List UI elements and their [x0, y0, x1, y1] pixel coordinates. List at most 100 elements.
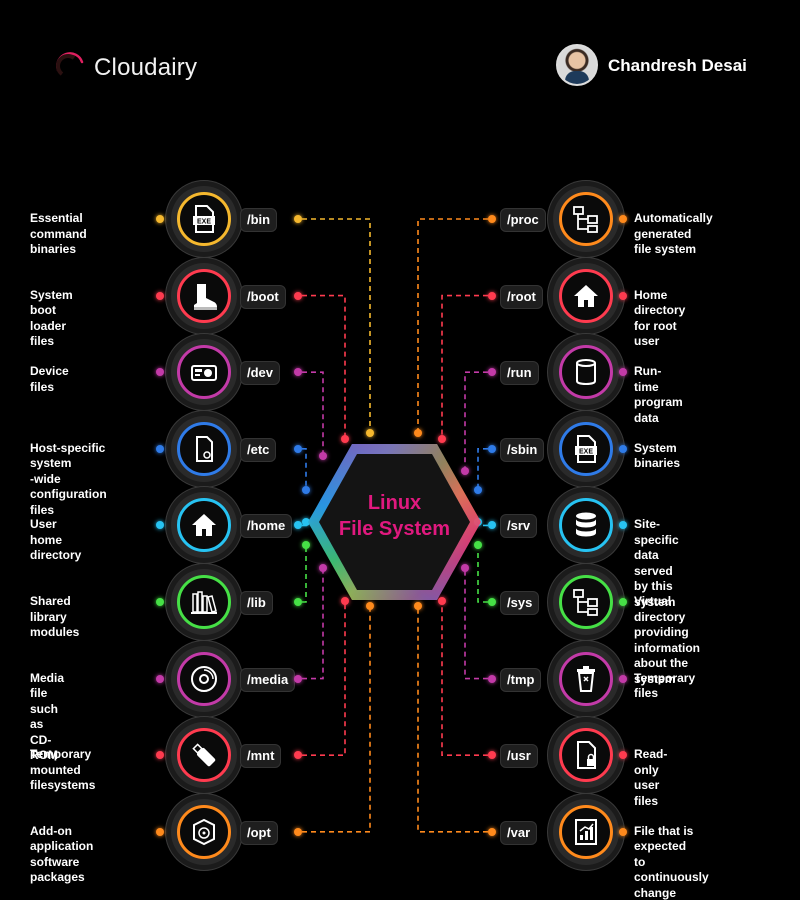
dir-path-label: /usr: [500, 744, 538, 769]
dir-path-label: /mnt: [240, 744, 282, 769]
hexagon-anchor-dot: [474, 541, 482, 549]
dir-icon-badge: [559, 728, 613, 783]
dir-description-line: Home directory: [634, 287, 686, 318]
hexagon-anchor-dot: [302, 518, 310, 526]
file-tree-icon: [573, 206, 598, 233]
pill-connector-dot: [488, 444, 496, 453]
dir-path-label: /sys: [500, 591, 540, 615]
dir-description-line: CD-ROM: [30, 732, 58, 763]
dir-description: Device files: [30, 364, 69, 395]
home-icon: [192, 514, 216, 537]
hexagon-anchor-dot: [302, 486, 310, 494]
hexagon-anchor-dot: [474, 486, 482, 494]
dir-description-line: Temporary files: [634, 670, 696, 701]
pill-connector-dot: [294, 291, 302, 300]
dir-description-line: Virtual directory: [634, 594, 686, 624]
hexagon-anchor-dot: [302, 541, 310, 549]
dir-path-label: /var: [500, 820, 538, 845]
config-file-icon: [196, 435, 213, 462]
dir-icon-ring: [553, 262, 619, 329]
desc-connector-dot: [619, 751, 627, 760]
dir-icon-ring: [553, 492, 619, 559]
right-connector-sys: [477, 545, 488, 603]
hexagon-anchor-dot: [341, 597, 349, 605]
dir-path-label: /lib: [240, 591, 273, 615]
dir-icon-ring: [171, 339, 237, 406]
dir-description-line: System boot loader: [30, 287, 73, 333]
dir-path-label: /root: [500, 284, 543, 309]
dir-description: Read-only user files: [634, 747, 667, 809]
desc-connector-dot: [619, 444, 627, 453]
dir-icon-badge: EXE: [559, 421, 613, 476]
pill-connector-dot: [488, 598, 496, 606]
pill-connector-dot: [294, 215, 302, 223]
dir-icon-badge: [177, 651, 231, 706]
left-connector-lib: [302, 545, 307, 603]
pill-connector-dot: [294, 751, 302, 760]
dir-path-label: /etc: [240, 437, 277, 462]
svg-text:EXE: EXE: [197, 219, 211, 226]
left-connector-media: [302, 568, 324, 680]
dir-description: Run-time program data: [634, 364, 683, 426]
dir-description: Media file such as CD-ROM: [30, 671, 64, 764]
dir-icon-badge: [559, 651, 613, 706]
dir-description-line: binaries: [30, 242, 77, 256]
dir-description-line: filesystems: [30, 778, 96, 793]
usb-drive-icon: [192, 743, 216, 767]
dir-description-line: modules: [30, 625, 80, 639]
dir-path-label: /tmp: [500, 667, 542, 692]
hexagon-shape: [308, 444, 481, 600]
locked-file-icon: [577, 741, 596, 770]
center-title: Linux File System: [302, 490, 487, 542]
cloudairy-logo-icon: [56, 52, 84, 76]
desc-connector-dot: [156, 444, 164, 453]
dir-icon-badge: [177, 728, 231, 783]
desc-connector-dot: [156, 598, 164, 606]
dir-icon-ring: [171, 722, 237, 789]
dir-icon-badge: [177, 268, 231, 323]
dir-path-label: /boot: [240, 284, 286, 309]
avatar: [556, 44, 598, 86]
pill-connector-dot: [294, 674, 302, 683]
desc-connector-dot: [156, 521, 164, 530]
hexagon-anchor-dot: [414, 602, 422, 610]
dir-description: Site-specific data served by this system: [634, 517, 679, 610]
left-connector-opt: [302, 606, 371, 833]
dir-description-line: Host-specific system: [30, 440, 106, 471]
dir-icon-ring: [553, 722, 619, 789]
pill-connector-dot: [294, 444, 302, 453]
dir-icon-badge: [177, 345, 231, 400]
center-title-line2: File System: [338, 518, 451, 540]
dir-icon-badge: [559, 498, 613, 553]
hexagon-anchor-dot: [341, 435, 349, 443]
dir-description: Temporary mounted filesystems: [30, 747, 95, 794]
right-connector-tmp: [464, 568, 488, 680]
hexagon-anchor-dot: [438, 597, 446, 605]
dir-description: Home directory for root user: [634, 288, 685, 350]
right-connector-run: [464, 371, 488, 471]
database-icon: [576, 512, 596, 537]
svg-text:EXE: EXE: [579, 448, 593, 455]
center-hexagon: Linux File System: [302, 438, 487, 606]
desc-connector-dot: [156, 215, 164, 223]
dir-icon-badge: [559, 345, 613, 400]
desc-connector-dot: [156, 674, 164, 683]
dir-description: System binaries: [634, 441, 680, 472]
dir-description-line: to continuously change: [634, 854, 709, 900]
dir-description-line: System binaries: [634, 440, 681, 471]
dir-description: System boot loader files: [30, 288, 73, 350]
hexagon-anchor-dot: [319, 452, 327, 460]
right-connector-root: [441, 294, 488, 439]
chart-file-icon: [575, 818, 597, 845]
dir-description-line: Add-on application: [30, 823, 94, 854]
pill-connector-dot: [488, 751, 496, 760]
dir-icon-badge: [177, 498, 231, 553]
brand-name: Cloudairy: [94, 54, 198, 81]
dir-icon-ring: [553, 569, 619, 635]
right-connector-proc: [417, 218, 488, 433]
left-connector-dev: [302, 371, 324, 456]
exe-file-icon: EXE: [193, 205, 215, 233]
pill-connector-dot: [488, 215, 496, 223]
dir-icon-badge: [177, 804, 231, 859]
desc-connector-dot: [619, 598, 627, 606]
